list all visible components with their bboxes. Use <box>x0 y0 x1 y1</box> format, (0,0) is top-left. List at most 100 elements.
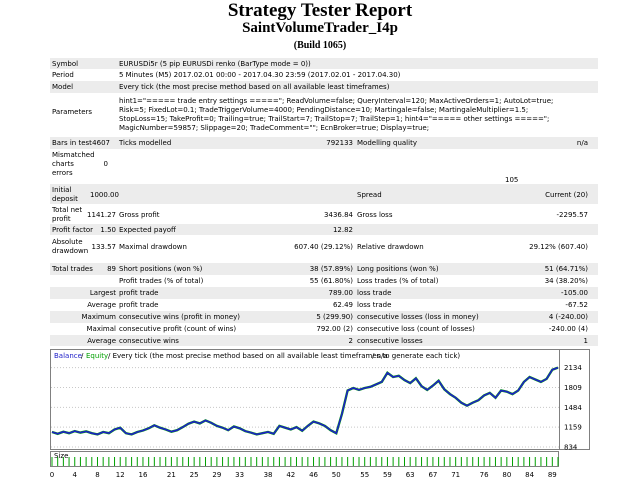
longpos-value: 51 (64.71%) <box>544 265 588 273</box>
parameters-label: Parameters <box>52 108 93 116</box>
size-bar <box>534 457 536 466</box>
avgconslosses-label: consecutive losses <box>357 337 423 345</box>
largest-profit-value: 789.00 <box>328 289 354 297</box>
x-tick-label: 21 <box>167 471 176 479</box>
size-bar <box>358 457 360 466</box>
maximal-label: Maximal <box>86 325 116 333</box>
losstrades-label: Loss trades (% of total) <box>357 277 439 285</box>
chart-series <box>51 366 559 436</box>
size-bar <box>460 457 462 466</box>
size-bar <box>318 457 320 466</box>
size-bar <box>352 457 354 466</box>
size-bar <box>409 457 411 466</box>
size-bar <box>91 457 93 466</box>
size-panel: Size 0 4 8 12 16 21 25 29 33 38 42 46 50 55 59 63 67 71 76… <box>50 451 559 479</box>
maxconsprofit-label: consecutive profit (count of wins) <box>119 325 237 333</box>
grossprofit-value: 3436.84 <box>324 211 353 219</box>
avgconslosses-value: 1 <box>583 337 588 345</box>
size-bar <box>347 457 349 466</box>
build-number: (Build 1065) <box>293 40 347 51</box>
netprofit-label: Total net <box>52 206 83 214</box>
largest-profit-label: profit trade <box>119 289 159 297</box>
y-tick-label: 834 <box>564 444 578 451</box>
row-shade <box>50 184 598 204</box>
size-bar <box>68 457 70 466</box>
size-bar <box>108 457 110 466</box>
size-bar <box>62 457 64 466</box>
size-bar <box>102 457 104 466</box>
size-bar <box>233 457 235 466</box>
size-bar <box>551 457 553 466</box>
size-bar <box>256 457 258 466</box>
size-bar <box>449 457 451 466</box>
x-tick-label: 67 <box>428 471 437 479</box>
size-bar <box>153 457 155 466</box>
size-bar <box>477 457 479 466</box>
size-bar <box>364 457 366 466</box>
size-bar <box>421 457 423 466</box>
average-loss-value: -67.52 <box>565 301 588 309</box>
absdd-label: Absolute <box>52 238 83 246</box>
grossloss-value: -2295.57 <box>556 211 588 219</box>
size-bar <box>79 457 81 466</box>
size-bar <box>369 457 371 466</box>
size-bar <box>57 457 59 466</box>
size-bar <box>386 457 388 466</box>
absdd-label: drawdown <box>52 247 89 255</box>
size-bar <box>187 457 189 466</box>
legend-balance: Balance <box>54 352 82 360</box>
x-tick-label: 80 <box>502 471 511 479</box>
row-shade <box>50 58 598 69</box>
maxconslosses-value: 4 (-240.00) <box>548 313 588 321</box>
x-tick-label: 63 <box>406 471 415 479</box>
size-bar <box>244 457 246 466</box>
row-shade <box>50 81 598 93</box>
size-bar <box>193 457 195 466</box>
expert-name: SaintVolumeTrader_I4p <box>242 20 398 36</box>
x-tick-label: 46 <box>309 471 318 479</box>
losstrades-value: 34 (38.20%) <box>544 277 588 285</box>
mismatched-label: errors <box>52 169 73 177</box>
x-axis-labels: 0 4 8 12 16 21 25 29 33 38 42 46 50 55 59 63 67 71 76 80 84 8… <box>50 471 557 479</box>
size-bar <box>512 457 514 466</box>
size-bar <box>176 457 178 466</box>
maxconsloss-value: -240.00 (4) <box>548 325 588 333</box>
x-tick-label: 33 <box>235 471 244 479</box>
size-bar <box>250 457 252 466</box>
ep-label: Expected payoff <box>119 226 176 234</box>
size-bar <box>182 457 184 466</box>
size-bar <box>529 457 531 466</box>
largest-loss-value: -105.00 <box>560 289 588 297</box>
shortpos-value: 38 (57.89%) <box>309 265 353 273</box>
size-bar <box>136 457 138 466</box>
size-bar <box>142 457 144 466</box>
largest-label: Largest <box>89 289 116 297</box>
size-bar <box>261 457 263 466</box>
y-axis-labels: 834 1159 1484 1809 2134 <box>564 364 582 450</box>
size-bar <box>85 457 87 466</box>
size-bar <box>222 457 224 466</box>
size-bar <box>375 457 377 466</box>
reldd-label: Relative drawdown <box>357 243 424 251</box>
size-bar <box>500 457 502 466</box>
x-tick-label: 12 <box>116 471 125 479</box>
size-bar <box>313 457 315 466</box>
size-bar <box>381 457 383 466</box>
maxconswins-value: 5 (299.90) <box>316 313 353 321</box>
x-tick-label: 76 <box>480 471 489 479</box>
size-bar <box>273 457 275 466</box>
size-bar <box>517 457 519 466</box>
pf-value: 1.50 <box>100 226 116 234</box>
deposit-value: 1000.00 <box>90 191 119 199</box>
totaltrades-label: Total trades <box>52 265 93 273</box>
size-bar <box>415 457 417 466</box>
size-bar <box>432 457 434 466</box>
x-tick-label: 4 <box>73 471 78 479</box>
x-tick-label: 89 <box>548 471 557 479</box>
model-label: Model <box>52 83 74 91</box>
average-profit-value: 62.49 <box>332 301 353 309</box>
legend-description: / Every tick (the most precise method ba… <box>108 352 460 360</box>
size-bar <box>324 457 326 466</box>
maximum-label: Maximum <box>81 313 117 321</box>
legend-end: / n/a <box>372 352 388 360</box>
